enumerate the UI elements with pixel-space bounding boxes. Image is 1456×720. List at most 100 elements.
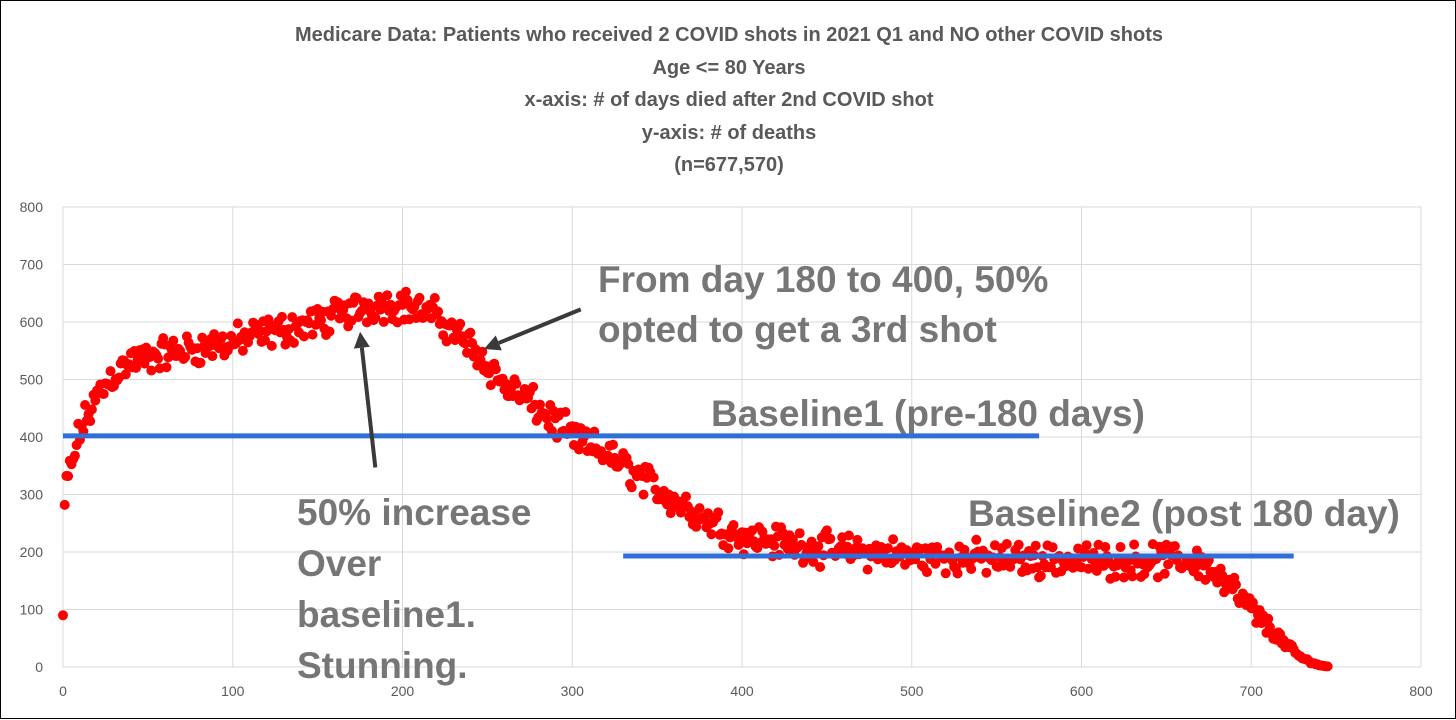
x-tick-label: 400 xyxy=(730,683,754,699)
y-tick-label: 0 xyxy=(35,659,43,675)
data-point xyxy=(626,482,637,493)
annotation-arrow-shaft xyxy=(359,347,378,468)
data-point xyxy=(825,533,836,544)
data-point xyxy=(1100,542,1111,552)
data-point xyxy=(58,610,68,621)
data-point xyxy=(1047,542,1058,553)
data-point xyxy=(623,459,634,469)
data-point xyxy=(226,330,237,341)
baseline-lines xyxy=(63,433,1294,559)
data-point xyxy=(821,525,832,536)
data-point xyxy=(1005,561,1016,572)
data-point xyxy=(541,413,552,424)
data-point xyxy=(465,327,476,338)
annotation-third-shot-line-1: From day 180 to 400, 50% xyxy=(598,259,1049,300)
data-point xyxy=(477,346,488,357)
data-point xyxy=(1159,568,1170,579)
data-point xyxy=(883,543,893,554)
data-point xyxy=(324,326,335,337)
data-point xyxy=(90,395,101,406)
data-point xyxy=(1127,571,1138,582)
x-tick-label: 0 xyxy=(59,683,67,699)
data-point xyxy=(1322,661,1333,672)
y-tick-label: 100 xyxy=(20,602,44,618)
data-point xyxy=(378,316,389,327)
data-point xyxy=(574,444,584,455)
data-point xyxy=(815,562,826,572)
data-point xyxy=(299,331,309,342)
y-tick-label: 400 xyxy=(20,429,44,445)
data-point xyxy=(1118,572,1129,583)
title-line-2: Age <= 80 Years xyxy=(652,56,806,79)
data-point xyxy=(69,450,80,461)
data-point xyxy=(511,378,522,389)
data-point xyxy=(981,567,992,578)
data-point xyxy=(794,528,805,539)
data-point xyxy=(952,568,963,579)
x-tick-label: 500 xyxy=(900,683,924,699)
data-point xyxy=(862,564,873,575)
annotation-arrow-head xyxy=(483,335,502,351)
data-point xyxy=(86,404,97,415)
data-point xyxy=(433,306,444,317)
title-line-3: x-axis: # of days died after 2nd COVID s… xyxy=(524,89,934,111)
x-tick-label: 800 xyxy=(1409,683,1433,699)
data-point xyxy=(363,298,374,309)
data-point xyxy=(808,556,819,567)
data-point xyxy=(681,491,691,502)
data-point xyxy=(796,539,807,550)
data-point xyxy=(85,416,96,427)
data-point xyxy=(1035,570,1046,581)
data-point xyxy=(932,542,943,552)
data-point xyxy=(922,567,932,578)
data-point xyxy=(195,357,206,368)
data-point xyxy=(288,337,299,348)
data-point xyxy=(813,541,824,552)
data-point xyxy=(608,439,618,450)
y-tick-label: 800 xyxy=(20,199,44,215)
data-point xyxy=(207,351,218,362)
data-point xyxy=(63,471,74,482)
annotation-increase-line-2: Over xyxy=(297,543,382,584)
data-point xyxy=(648,472,659,483)
annotation-third-shot: From day 180 to 400, 50% opted to get a … xyxy=(598,255,1048,355)
data-point xyxy=(414,292,425,303)
data-point xyxy=(940,568,951,579)
annotation-increase: 50% increase Over baseline1. Stunning. xyxy=(297,487,532,691)
annotation-increase-line-1: 50% increase xyxy=(297,492,532,533)
x-tick-label: 200 xyxy=(391,683,415,699)
data-point xyxy=(1190,562,1201,573)
data-point xyxy=(180,352,191,362)
data-point xyxy=(1169,541,1180,552)
data-point xyxy=(694,503,705,514)
data-point xyxy=(1081,540,1092,551)
y-tick-label: 300 xyxy=(20,487,44,503)
y-tick-label: 600 xyxy=(20,314,44,330)
data-point xyxy=(560,407,571,417)
data-point xyxy=(528,381,539,392)
data-point xyxy=(1001,539,1012,549)
chart-title: Medicare Data: Patients who received 2 C… xyxy=(1,19,1456,182)
annotation-arrow-shaft xyxy=(498,307,582,345)
y-tick-label: 700 xyxy=(20,257,44,273)
annotation-arrows xyxy=(353,307,582,468)
data-point xyxy=(723,543,734,554)
data-point xyxy=(316,315,326,326)
data-point xyxy=(59,499,70,510)
data-point xyxy=(382,290,393,301)
x-tick-label: 300 xyxy=(561,683,585,699)
data-point xyxy=(930,558,941,569)
data-point xyxy=(287,312,298,323)
data-point xyxy=(1110,571,1121,582)
data-point xyxy=(120,369,131,380)
x-tick-label: 700 xyxy=(1240,683,1264,699)
x-tick-label: 100 xyxy=(221,683,245,699)
title-line-4: y-axis: # of deaths xyxy=(641,121,817,144)
data-point xyxy=(217,331,228,342)
data-point xyxy=(232,318,243,329)
axis-ticks: 0 100 200 300 400 500 600 700 800 0 100 200 300 400 50… xyxy=(20,199,1433,699)
data-point xyxy=(769,540,780,551)
data-point xyxy=(490,364,501,375)
data-point xyxy=(713,507,724,518)
